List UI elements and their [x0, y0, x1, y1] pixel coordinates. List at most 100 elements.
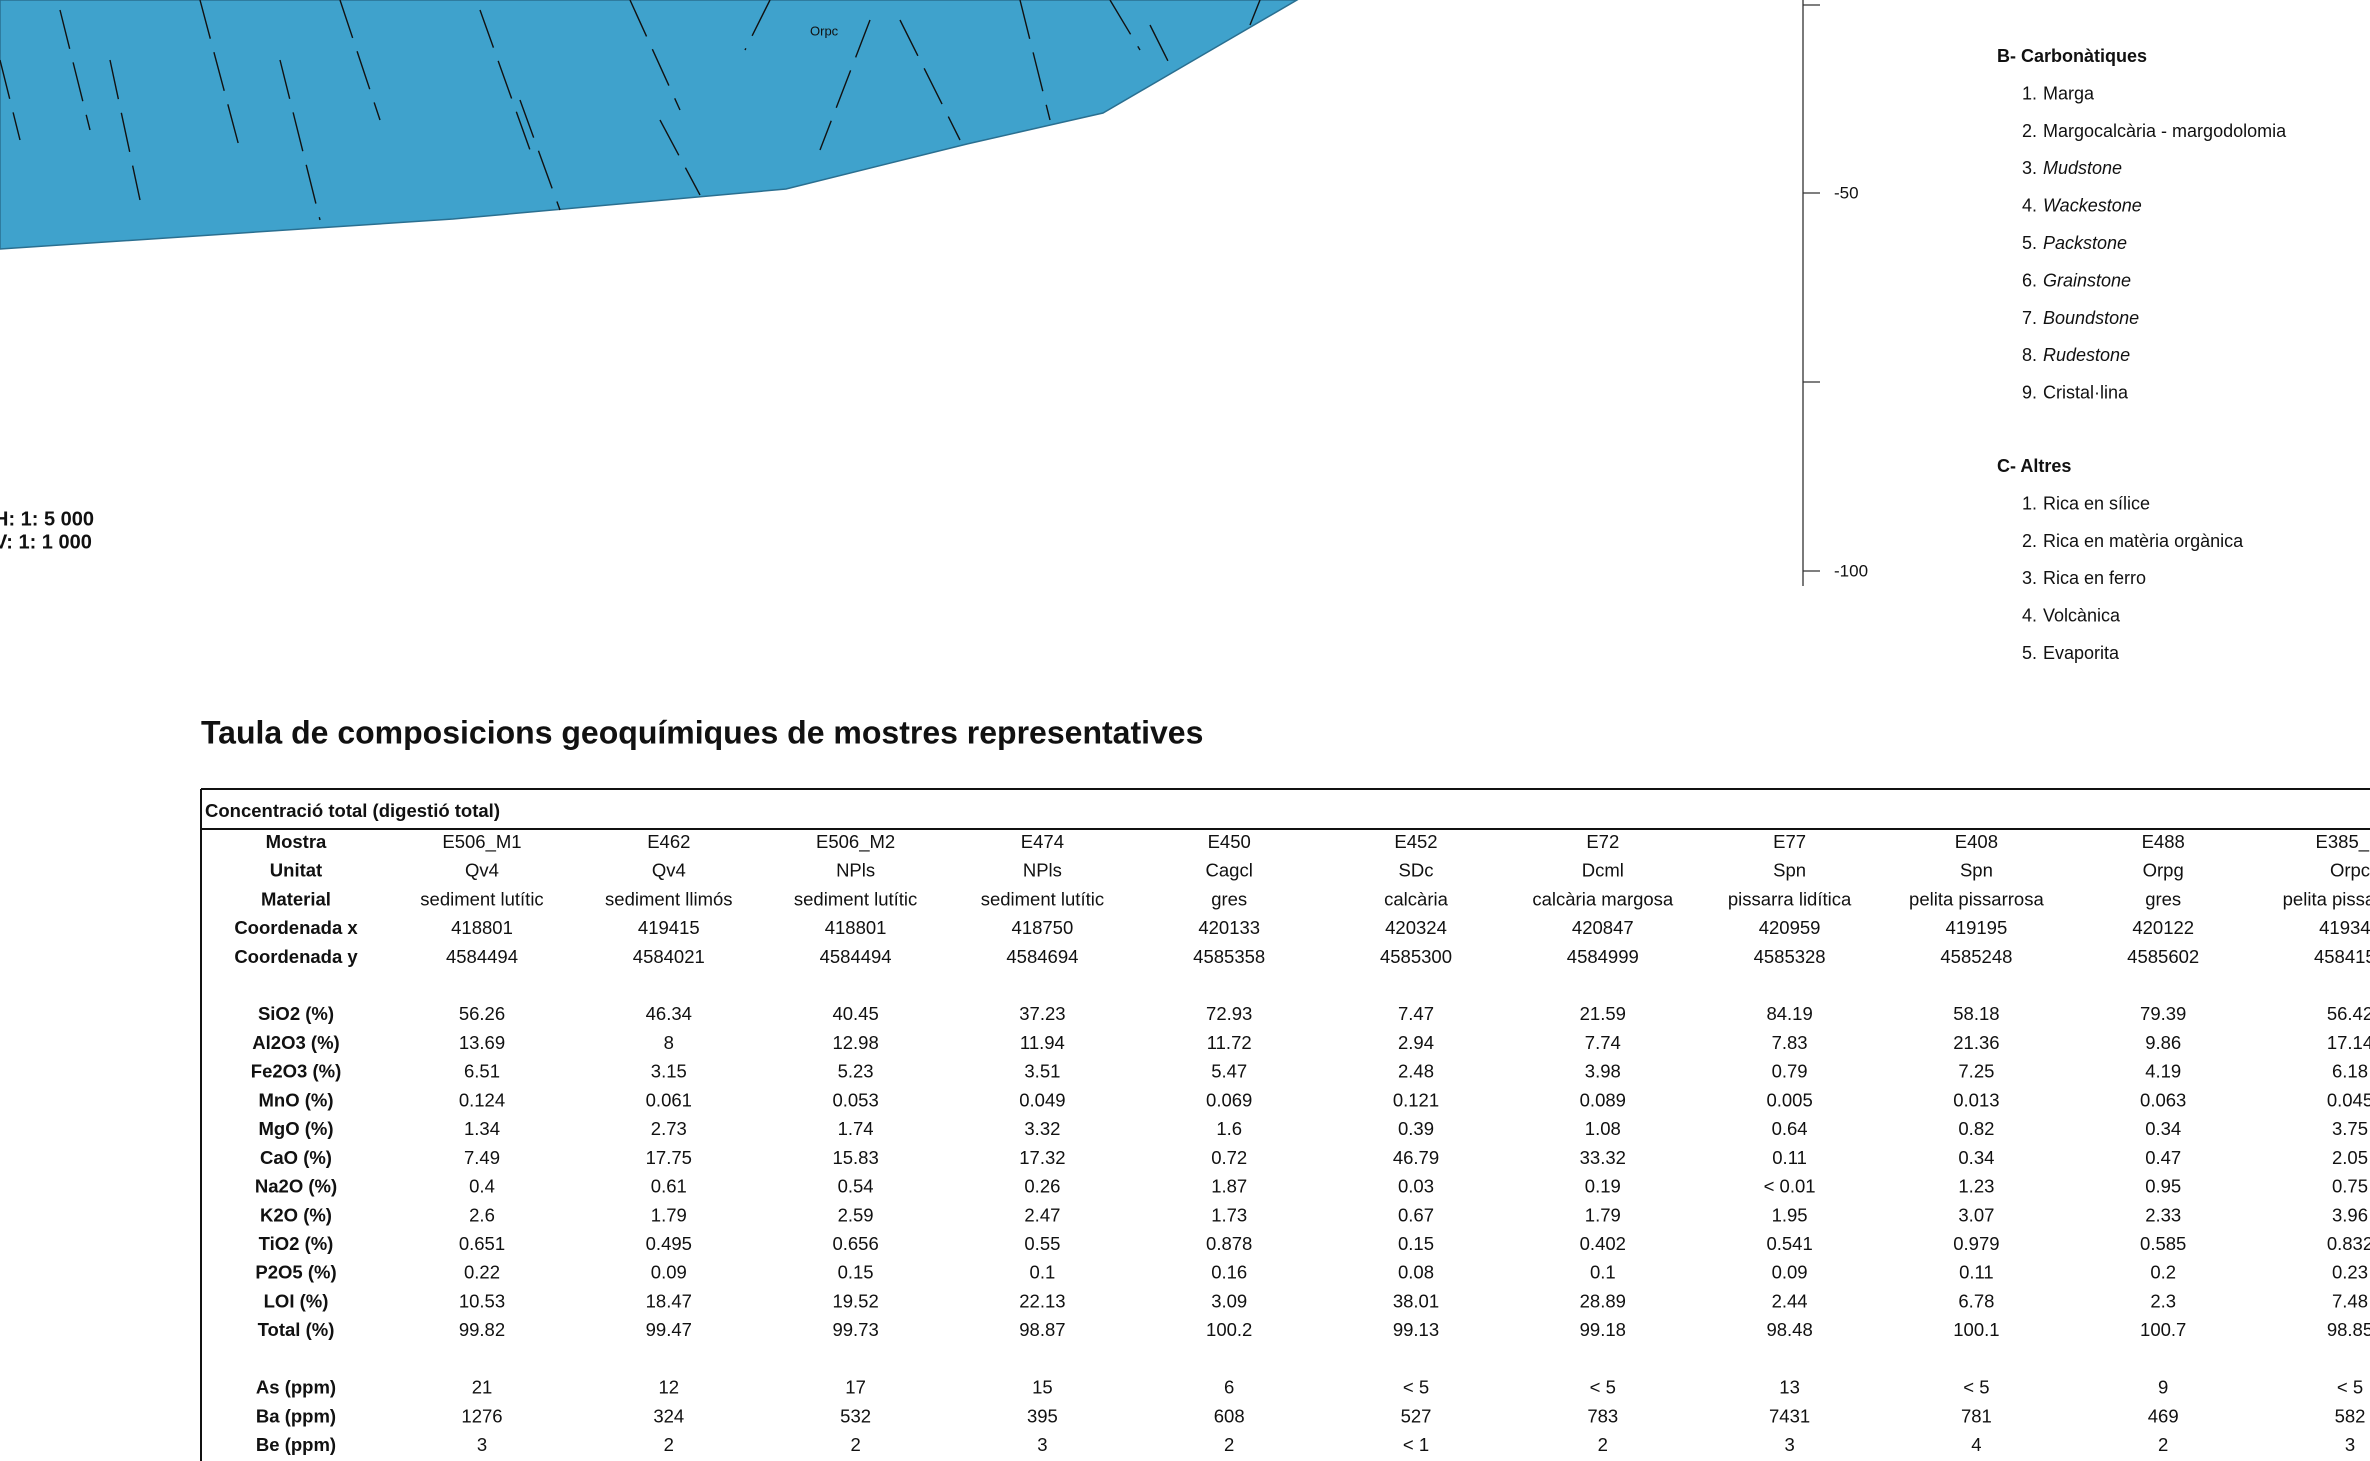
cell: 0.651	[459, 1233, 505, 1254]
item-name: Rica en matèria orgànica	[2043, 531, 2244, 551]
cell: E462	[647, 831, 690, 852]
unit-label: Orpc	[810, 23, 839, 38]
cell: 10.53	[459, 1290, 505, 1311]
row-label: As (ppm)	[256, 1377, 336, 1398]
cell: 0.061	[646, 1089, 692, 1110]
cell: 4584494	[820, 946, 892, 967]
cell: 4585328	[1754, 946, 1826, 967]
cell: 21.59	[1580, 1003, 1626, 1024]
cell: 99.82	[459, 1319, 505, 1340]
legend-item: 2. Rica en matèria orgànica	[2022, 531, 2244, 551]
item-name: Cristal·lina	[2043, 382, 2129, 402]
cell: 0.08	[1398, 1262, 1434, 1283]
row-label: MnO (%)	[258, 1089, 333, 1110]
cell: 0.67	[1398, 1204, 1434, 1225]
tick-label: -100	[1834, 561, 1868, 580]
cell: calcària	[1384, 888, 1448, 909]
cell: 0.55	[1024, 1233, 1060, 1254]
cell: 72.93	[1206, 1003, 1252, 1024]
cell: 58.18	[1953, 1003, 1999, 1024]
cell: 3.98	[1585, 1061, 1621, 1082]
cell: 21.36	[1953, 1032, 1999, 1053]
cell: Qv4	[652, 860, 686, 881]
cell: 5.23	[838, 1061, 874, 1082]
cell: 1276	[461, 1405, 502, 1426]
cell: E72	[1586, 831, 1619, 852]
cell: 0.34	[2145, 1118, 2181, 1139]
item-number: 8.	[2022, 345, 2037, 365]
cell: 2	[664, 1434, 674, 1455]
cell: 0.82	[1958, 1118, 1994, 1139]
cell: 420122	[2132, 917, 2194, 938]
cell: 3.96	[2332, 1204, 2368, 1225]
row-label: Coordenada x	[234, 917, 358, 938]
cell: 1.79	[1585, 1204, 1621, 1225]
item-name: Grainstone	[2043, 270, 2131, 290]
cell: 7431	[1769, 1405, 1810, 1426]
row-label: K2O (%)	[260, 1204, 332, 1225]
cell: < 5	[1403, 1377, 1429, 1398]
legend-item: 3. Mudstone	[2022, 158, 2122, 178]
table-title: Taula de composicions geoquímiques de mo…	[201, 714, 1203, 750]
cell: 0.089	[1580, 1089, 1626, 1110]
cell: 0.09	[651, 1262, 687, 1283]
cell: 4585300	[1380, 946, 1452, 967]
cell: 3.75	[2332, 1118, 2368, 1139]
cell: 28.89	[1580, 1290, 1626, 1311]
row-label: Mostra	[266, 831, 327, 852]
cell: 7.47	[1398, 1003, 1434, 1024]
cell: 56.26	[459, 1003, 505, 1024]
cell: 1.87	[1211, 1176, 1247, 1197]
row-label: TiO2 (%)	[259, 1233, 334, 1254]
cell: 0.585	[2140, 1233, 2186, 1254]
cell: 6.78	[1958, 1290, 1994, 1311]
cell: 1.6	[1216, 1118, 1242, 1139]
cell: sediment lutític	[794, 888, 917, 909]
cell: 0.11	[1959, 1262, 1994, 1283]
cell: 0.54	[838, 1176, 874, 1197]
cell: Qv4	[465, 860, 499, 881]
cell: 2.6	[469, 1204, 495, 1225]
cell: 0.26	[1024, 1176, 1060, 1197]
cell: 6.51	[464, 1061, 500, 1082]
cell: 3	[477, 1434, 487, 1455]
cell: SDc	[1399, 860, 1434, 881]
cell: 2.44	[1772, 1290, 1808, 1311]
cell: 0.47	[2145, 1147, 2181, 1168]
cell: 0.878	[1206, 1233, 1252, 1254]
item-number: 4.	[2022, 605, 2037, 625]
cell: 420847	[1572, 917, 1634, 938]
cell: < 0.01	[1764, 1176, 1816, 1197]
cell: NPls	[836, 860, 875, 881]
cell: 0.39	[1398, 1118, 1434, 1139]
cell: 2.48	[1398, 1061, 1434, 1082]
table-caption: Concentració total (digestió total)	[205, 800, 500, 821]
cell: 0.23	[2332, 1262, 2368, 1283]
cell: 98.85	[2327, 1319, 2370, 1340]
cell: 3.32	[1024, 1118, 1060, 1139]
item-name: Packstone	[2043, 233, 2127, 253]
legend-item: 6. Grainstone	[2022, 270, 2131, 290]
cell: 0.09	[1772, 1262, 1808, 1283]
item-number: 3.	[2022, 568, 2037, 588]
legend-item: 2. Margocalcària - margodolomia	[2022, 121, 2287, 141]
cell: 79.39	[2140, 1003, 2186, 1024]
cell: 1.34	[464, 1118, 500, 1139]
cell: 419415	[638, 917, 700, 938]
cell: 7.74	[1585, 1032, 1621, 1053]
cell: 0.19	[1585, 1176, 1621, 1197]
row-label: Material	[261, 888, 331, 909]
cell: 3.07	[1958, 1204, 1994, 1225]
cell: E385_M	[2316, 831, 2370, 853]
cell: NPls	[1023, 860, 1062, 881]
cell: 3.09	[1211, 1290, 1247, 1311]
scale-v: V: 1: 1 000	[0, 531, 92, 553]
cell: 0.124	[459, 1089, 505, 1110]
cell: gres	[2145, 888, 2181, 909]
cell: 0.656	[832, 1233, 878, 1254]
item-name: Evaporita	[2043, 643, 2120, 663]
legend-item: 1. Marga	[2022, 83, 2095, 103]
cell: 2	[2158, 1434, 2168, 1455]
cell: 0.069	[1206, 1089, 1252, 1110]
